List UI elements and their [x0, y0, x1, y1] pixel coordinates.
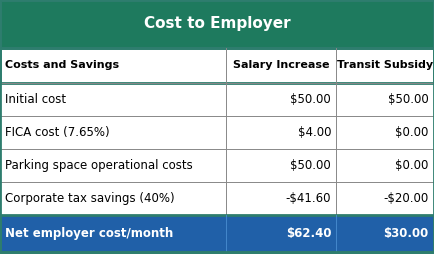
- Text: Transit Subsidy: Transit Subsidy: [337, 60, 433, 70]
- Text: Corporate tax savings (40%): Corporate tax savings (40%): [5, 192, 175, 205]
- Text: FICA cost (7.65%): FICA cost (7.65%): [5, 126, 110, 139]
- Text: Salary Increase: Salary Increase: [233, 60, 329, 70]
- Text: Cost to Employer: Cost to Employer: [144, 16, 290, 31]
- Bar: [0, 215, 434, 252]
- Text: -$20.00: -$20.00: [384, 192, 429, 205]
- Bar: [0, 0, 434, 48]
- Text: $0.00: $0.00: [395, 159, 429, 172]
- Text: Initial cost: Initial cost: [5, 93, 66, 106]
- Bar: [0, 215, 434, 252]
- Text: -$41.60: -$41.60: [286, 192, 331, 205]
- Text: $50.00: $50.00: [290, 159, 331, 172]
- Text: $30.00: $30.00: [384, 227, 429, 240]
- Bar: [0, 149, 434, 182]
- Text: Costs and Savings: Costs and Savings: [5, 60, 119, 70]
- Text: $50.00: $50.00: [290, 93, 331, 106]
- Text: $0.00: $0.00: [395, 126, 429, 139]
- Text: Parking space operational costs: Parking space operational costs: [5, 159, 193, 172]
- Bar: [0, 182, 434, 215]
- Text: Net employer cost/month: Net employer cost/month: [5, 227, 174, 240]
- Bar: [0, 116, 434, 149]
- Bar: [0, 48, 434, 83]
- Text: $62.40: $62.40: [286, 227, 331, 240]
- Bar: [0, 48, 434, 83]
- Bar: [0, 0, 434, 48]
- Bar: [0, 83, 434, 116]
- Text: $4.00: $4.00: [298, 126, 331, 139]
- Text: $50.00: $50.00: [388, 93, 429, 106]
